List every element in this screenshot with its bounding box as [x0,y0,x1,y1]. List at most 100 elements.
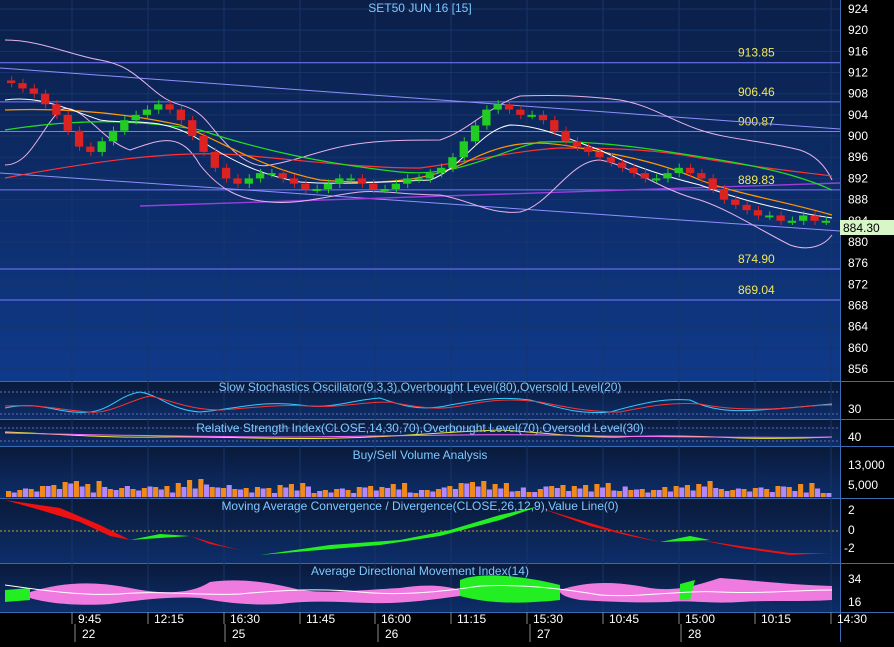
candle-body [629,167,638,174]
volume-bar-sell [85,484,91,497]
volume-bar-buy [147,486,153,497]
volume-bar-buy [226,485,232,497]
volume-bar-sell [288,484,294,497]
volume-bar-sell [119,488,125,497]
level-line-label: 900.87 [738,114,775,128]
candle-body [142,109,152,115]
volume-bar-sell [356,487,362,497]
volume-bar-buy [362,487,368,497]
volume-bar-sell [62,482,68,497]
volume-bar-buy [192,488,198,497]
day-axis-labels: 22 25 26 27 28 [74,624,702,642]
time-tick-label: 15:30 [533,612,563,626]
volume-bar-sell [107,489,113,497]
candle-body [651,178,661,181]
candle-body [131,114,140,121]
macd-red-area-4 [700,540,830,555]
candle-body [753,210,763,216]
volume-bar-buy [419,490,425,497]
volume-bar-sell [28,489,34,497]
volume-bar-sell [617,491,623,497]
candle-body [674,167,683,174]
price-tick-label: 876 [848,256,868,270]
volume-bar-sell [311,493,317,497]
adx-pink-area [30,580,460,605]
volume-bars [6,479,832,497]
volume-bar-sell [764,489,770,497]
volume-bar-buy [645,492,651,497]
volume-bar-buy [215,487,221,497]
candle-body [776,215,785,221]
candle-body [538,114,548,121]
price-tick-label: 860 [848,341,868,355]
day-tick-label: 22 [82,627,96,641]
volume-bar-sell [650,490,657,497]
price-tick-label: 908 [848,87,868,101]
volume-bar-sell [413,493,419,497]
candle-body [221,167,231,179]
volume-bar-buy [56,489,63,497]
volume-bar-buy [305,486,311,497]
candle-body [369,183,378,189]
candle-body [120,120,129,131]
price-tick-label: 900 [848,129,868,143]
volume-bar-sell [39,486,46,497]
volume-bar-buy [520,487,526,497]
candle-body [357,178,367,184]
candle-body [799,215,808,221]
macd-axis-label-top: 2 [848,503,855,517]
level-line-label: 906.46 [738,85,775,99]
volume-bar-buy [22,488,29,497]
volume-bar-sell [164,486,170,497]
volume-bar-sell [141,488,147,497]
volume-bar-sell [741,489,747,497]
volume-bar-buy [441,487,447,497]
candle-body [255,173,265,179]
volume-bar-sell [402,483,408,497]
candle-body [267,173,276,176]
candle-body [29,88,38,94]
macd-panel: Moving Average Convergence / Divergence(… [0,499,855,555]
volume-bar-buy [611,490,617,497]
volume-bar-sell [537,489,543,497]
volume-bar-buy [452,489,459,497]
volume-bar-sell [594,484,600,497]
volume-bar-sell [809,483,815,497]
level-line-label: 869.04 [738,283,775,297]
volume-bar-buy [566,491,572,497]
candle-body [199,136,208,152]
day-tick-label: 28 [688,627,702,641]
candle-body [380,189,389,191]
candle-body [606,157,616,163]
level-line-label: 913.85 [738,46,775,60]
candle-body [448,157,457,168]
adx-green-area-2 [460,575,560,603]
volume-bar-sell [73,481,79,497]
time-tick-label: 10:45 [609,612,639,626]
candle-body [278,173,287,179]
rsi-title: Relative Strength Index(CLOSE,14,30,70),… [196,421,644,435]
candle-body [731,199,740,205]
price-tick-label: 880 [848,235,868,249]
candle-body [176,109,186,121]
volume-bar-buy [79,486,85,497]
volume-bar-buy [588,491,594,497]
volume-bar-sell [718,489,724,497]
volume-bar-sell [583,485,589,497]
price-tick-label: 904 [848,108,868,122]
volume-bar-buy [260,488,266,497]
volume-bar-buy [633,489,640,497]
volume-bar-sell [492,484,498,497]
volume-bar-buy [283,487,289,497]
volume-bar-buy [237,489,244,497]
volume-bar-buy [385,488,391,497]
volume-bar-buy [656,490,662,497]
stochastic-title: Slow Stochastics Oscillator(9,3,3),Overb… [219,380,622,394]
volume-bar-sell [130,489,136,497]
time-tick-label: 16:30 [230,612,260,626]
volume-bar-buy [769,492,775,497]
volume-bar-sell [209,487,215,497]
volume-bar-buy [158,489,164,497]
volume-bar-sell [775,486,781,497]
volume-title: Buy/Sell Volume Analysis [353,448,488,462]
